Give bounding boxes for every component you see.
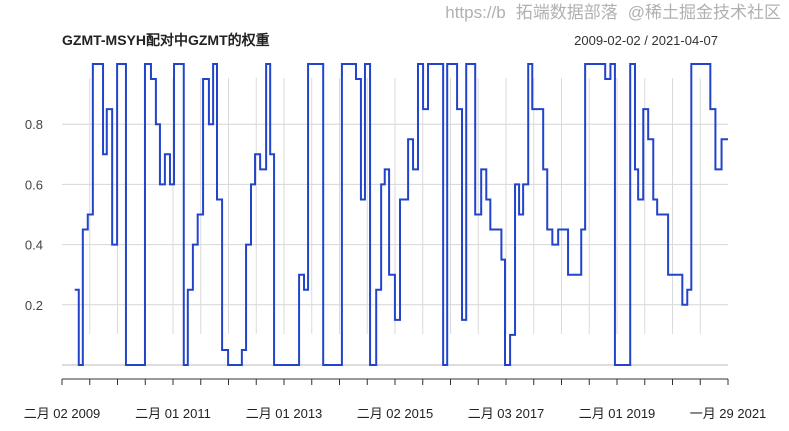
weight-series-line xyxy=(74,63,728,366)
watermark: https://b 拓端数据部落 @稀土掘金技术社区 xyxy=(445,3,781,23)
y-tick-label: 0.2 xyxy=(25,298,43,313)
y-tick-label: 0.8 xyxy=(25,117,43,132)
x-tick-label: 二月 01 2011 xyxy=(135,406,211,421)
x-tick-label: 一月 29 2021 xyxy=(690,406,767,421)
watermark-site-text: @稀土掘金技术社区 xyxy=(627,3,781,22)
chart-title: GZMT-MSYH配对中GZMT的权重 xyxy=(62,32,270,48)
y-tick-label: 0.4 xyxy=(25,238,43,253)
watermark-logo-text: 拓端数据部落 xyxy=(515,3,618,22)
x-tick-label: 二月 03 2017 xyxy=(468,406,545,421)
chart-subtitle-date-range: 2009-02-02 / 2021-04-07 xyxy=(574,33,718,48)
x-tick-label: 二月 02 2009 xyxy=(24,406,101,421)
watermark-url-text: https://b xyxy=(445,3,506,22)
x-tick-label: 二月 01 2013 xyxy=(246,406,323,421)
x-tick-label: 二月 02 2015 xyxy=(357,406,434,421)
x-tick-label: 二月 01 2019 xyxy=(579,406,656,421)
y-tick-label: 0.6 xyxy=(25,177,43,192)
